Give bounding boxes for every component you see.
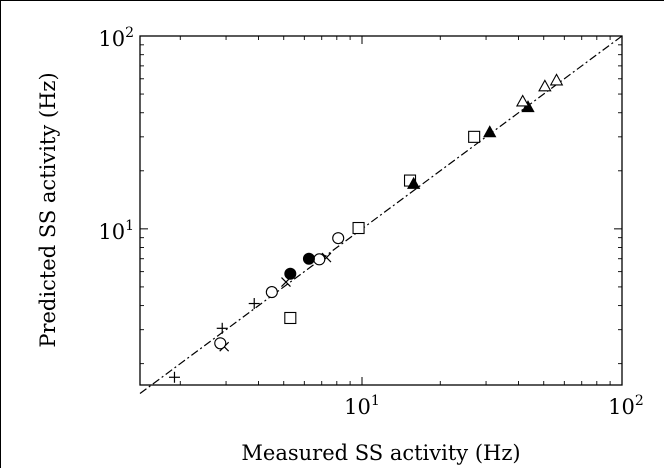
tick-labels: 101 102 101 102 (98, 25, 643, 419)
open-triangle-marker (515, 94, 530, 107)
open-square-marker (468, 130, 481, 143)
filled-triangle-marker (483, 125, 497, 138)
data-markers (168, 73, 564, 383)
filled-circle-marker (284, 267, 297, 280)
y-tick-label: 101 (98, 218, 134, 244)
y-tick-label: 102 (98, 25, 134, 51)
identity-reference-line (139, 35, 623, 395)
plus-marker (248, 298, 260, 310)
plus-marker (216, 322, 228, 334)
open-triangle-marker (549, 73, 564, 86)
filled-triangle-marker (407, 176, 421, 189)
filled-circle-marker (302, 252, 315, 265)
x-tick-label: 102 (608, 393, 644, 419)
open-square-marker (352, 221, 365, 235)
open-circle-marker (265, 286, 278, 299)
open-square-marker (284, 311, 297, 325)
x-tick-label: 101 (344, 393, 380, 419)
plot-area (139, 35, 623, 386)
x-axis-label: Measured SS activity (Hz) (241, 441, 520, 465)
minor-ticks (140, 36, 622, 385)
open-triangle-marker (538, 79, 552, 92)
major-ticks (140, 36, 622, 385)
y-axis-label: Predicted SS activity (Hz) (36, 72, 60, 347)
open-circle-marker (313, 253, 326, 266)
open-circle-marker (332, 232, 345, 245)
plus-marker (168, 371, 180, 383)
open-circle-marker (214, 337, 227, 350)
